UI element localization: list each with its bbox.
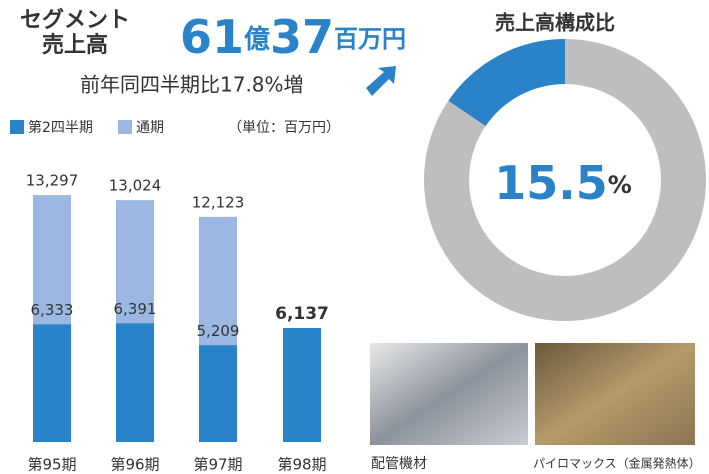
legend-swatch: [10, 120, 24, 134]
bar: [33, 324, 71, 442]
photo-caption: 配管機材: [371, 456, 427, 472]
title-line: セグメント: [20, 7, 130, 33]
comparison: 前年同四半期比17.8%増: [80, 73, 304, 97]
legend-label: 第2四半期: [28, 119, 93, 136]
up-arrow: [366, 66, 396, 96]
center-value: 15.5%: [494, 156, 632, 210]
bar: [116, 323, 154, 442]
value-label: 6,333: [31, 301, 74, 319]
bar: [199, 345, 237, 442]
amount-part: 37: [270, 10, 334, 64]
legend-label: 通期: [136, 120, 164, 136]
photo: [370, 343, 528, 445]
unit-label: %: [608, 171, 632, 199]
value-label: 6,391: [114, 300, 157, 318]
x-tick-label: 第96期: [110, 456, 159, 474]
amount-part: 億: [244, 25, 270, 55]
donut-slice: [448, 39, 565, 127]
value-label: 6,137: [275, 304, 329, 324]
legend-swatch: [118, 120, 132, 134]
chart-title: 売上高構成比: [495, 11, 615, 35]
x-tick-label: 第97期: [193, 456, 242, 474]
amount-part: 61: [180, 10, 244, 64]
x-tick-label: 第95期: [27, 456, 76, 474]
value-label: 5,209: [197, 322, 240, 340]
value-label: 13,024: [109, 177, 162, 195]
bar: [283, 328, 321, 442]
unit-note: （単位：百万円）: [228, 120, 340, 136]
title-line: 売上高: [42, 32, 108, 58]
x-tick-label: 第98期: [277, 456, 326, 474]
photo-caption: パイロマックス（金属発熱体）: [533, 456, 701, 471]
value-label: 12,123: [192, 193, 245, 211]
photo: [535, 343, 695, 445]
value-label: 15.5: [494, 156, 608, 210]
amount: 61億37百万円: [180, 10, 406, 64]
value-label: 13,297: [26, 172, 79, 190]
amount-part: 百万円: [334, 25, 406, 53]
